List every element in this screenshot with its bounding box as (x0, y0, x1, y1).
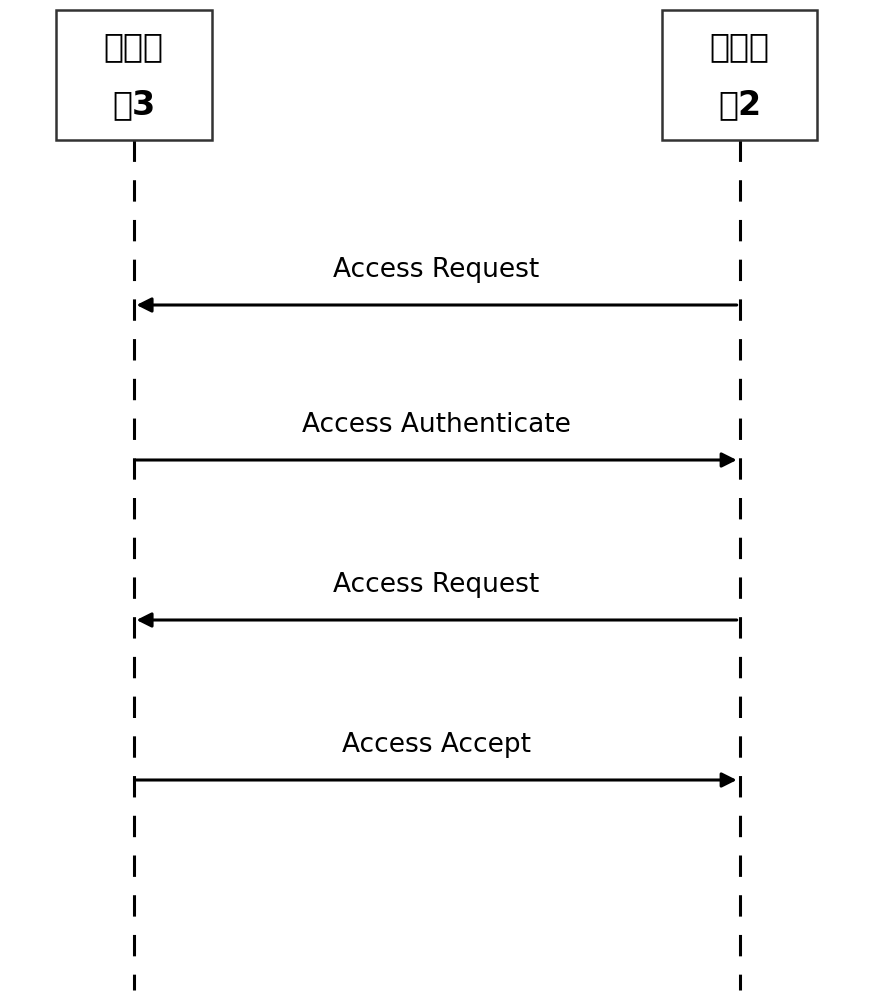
Text: Access Authenticate: Access Authenticate (302, 412, 571, 438)
Text: 统2: 统2 (718, 89, 761, 121)
Text: 溯源系: 溯源系 (709, 30, 770, 63)
Text: 溯源系: 溯源系 (103, 30, 164, 63)
Bar (55, 10, 212, 140)
Text: Access Request: Access Request (333, 257, 540, 283)
Text: Access Accept: Access Accept (342, 732, 531, 758)
Bar (661, 10, 818, 140)
Text: 统3: 统3 (112, 89, 155, 121)
Text: Access Request: Access Request (333, 572, 540, 598)
